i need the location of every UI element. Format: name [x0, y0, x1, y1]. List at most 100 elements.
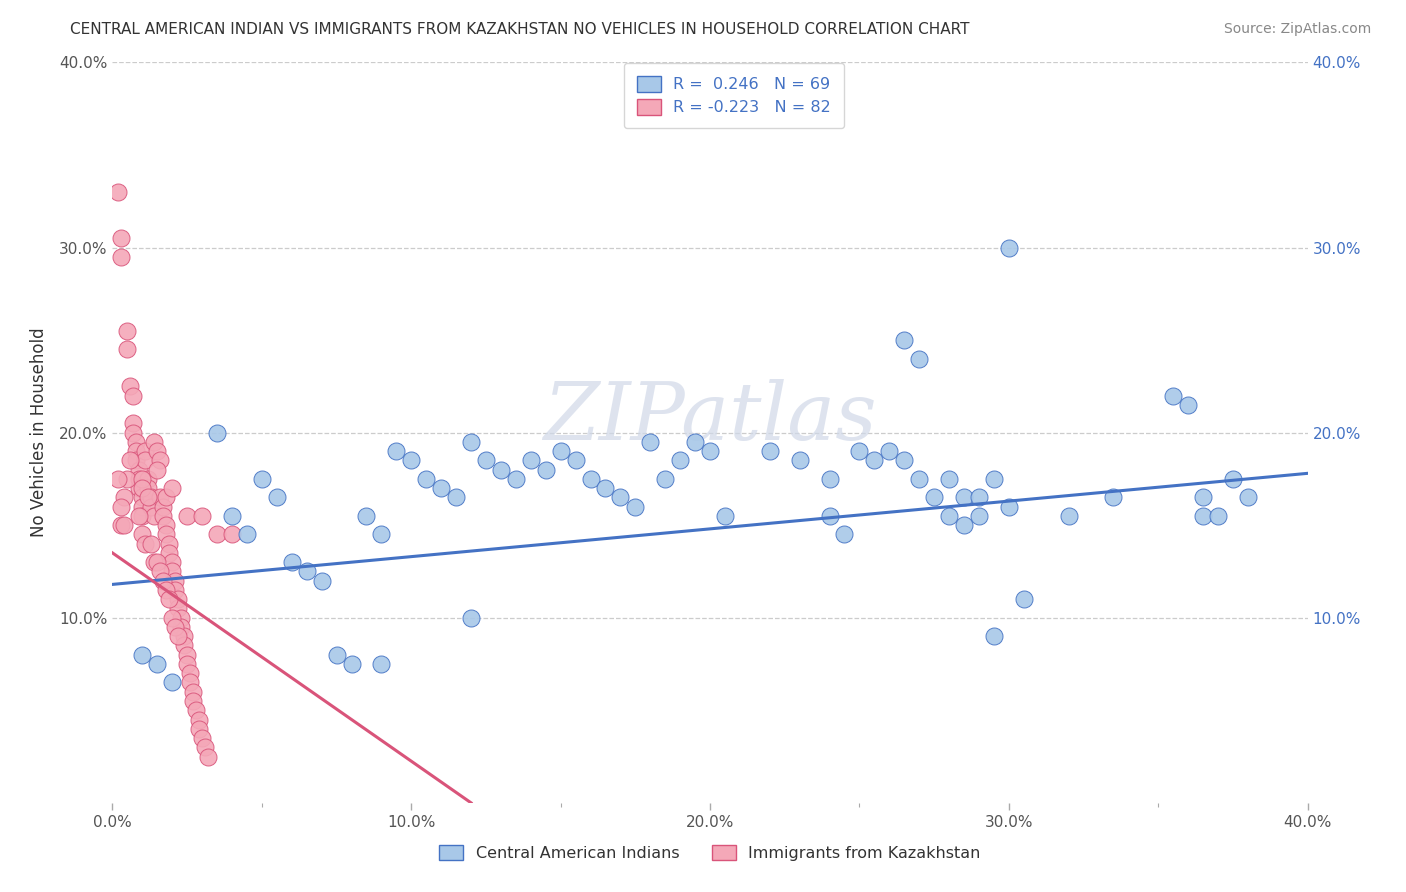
Point [863, 453, 886, 467]
Point [370, 527, 392, 541]
Point [953, 518, 976, 533]
Point [131, 491, 153, 505]
Point [146, 462, 169, 476]
Point [138, 481, 160, 495]
Point [165, 574, 187, 588]
Point [460, 610, 482, 624]
Point [834, 527, 856, 541]
Point [908, 351, 931, 366]
Point [114, 491, 135, 505]
Point [534, 462, 557, 476]
Point [609, 491, 631, 505]
Point [162, 675, 183, 690]
Point [893, 333, 915, 347]
Point [152, 574, 174, 588]
Point [221, 527, 243, 541]
Point [1192, 491, 1215, 505]
Point [654, 472, 676, 486]
Point [120, 453, 142, 467]
Point [165, 582, 187, 597]
Point [818, 508, 841, 523]
Point [983, 472, 1005, 486]
Point [1057, 508, 1080, 523]
Point [173, 629, 195, 643]
Point [922, 491, 945, 505]
Point [128, 481, 150, 495]
Point [155, 582, 177, 597]
Point [149, 453, 172, 467]
Point [1192, 508, 1215, 523]
Point [162, 610, 183, 624]
Point [1206, 508, 1229, 523]
Point [188, 713, 211, 727]
Text: CENTRAL AMERICAN INDIAN VS IMMIGRANTS FROM KAZAKHSTAN NO VEHICLES IN HOUSEHOLD C: CENTRAL AMERICAN INDIAN VS IMMIGRANTS FR… [70, 22, 970, 37]
Point [141, 536, 163, 550]
Point [117, 472, 139, 486]
Point [430, 481, 453, 495]
Point [107, 185, 129, 199]
Point [1237, 491, 1260, 505]
Point [143, 434, 166, 449]
Point [110, 518, 132, 533]
Point [122, 425, 145, 440]
Point [117, 324, 139, 338]
Point [146, 657, 169, 671]
Point [181, 685, 204, 699]
Point [157, 546, 180, 560]
Point [460, 434, 482, 449]
Point [146, 555, 169, 569]
Point [152, 500, 174, 514]
Point [134, 536, 156, 550]
Point [165, 620, 187, 634]
Point [141, 500, 163, 514]
Point [179, 675, 201, 690]
Point [131, 527, 153, 541]
Point [669, 453, 692, 467]
Point [149, 565, 172, 579]
Point [110, 231, 132, 245]
Point [938, 508, 960, 523]
Point [167, 629, 190, 643]
Point [181, 694, 204, 708]
Point [157, 592, 180, 607]
Point [138, 472, 160, 486]
Point [131, 508, 153, 523]
Point [186, 703, 208, 717]
Point [848, 444, 870, 458]
Point [125, 444, 148, 458]
Point [138, 491, 160, 505]
Point [340, 657, 363, 671]
Point [475, 453, 498, 467]
Point [155, 491, 177, 505]
Point [125, 434, 148, 449]
Point [640, 434, 662, 449]
Point [191, 731, 214, 745]
Point [595, 481, 617, 495]
Point [967, 491, 990, 505]
Point [128, 508, 150, 523]
Point [1177, 398, 1199, 412]
Point [520, 453, 543, 467]
Point [415, 472, 437, 486]
Point [170, 610, 193, 624]
Point [564, 453, 586, 467]
Point [818, 472, 841, 486]
Point [624, 500, 647, 514]
Point [120, 379, 142, 393]
Point [789, 453, 811, 467]
Point [370, 657, 392, 671]
Point [191, 508, 214, 523]
Point [295, 565, 318, 579]
Point [893, 453, 915, 467]
Point [998, 240, 1021, 255]
Point [1102, 491, 1125, 505]
Point [759, 444, 782, 458]
Point [117, 343, 139, 357]
Point [1222, 472, 1244, 486]
Point [141, 491, 163, 505]
Point [714, 508, 737, 523]
Point [179, 666, 201, 681]
Point [311, 574, 333, 588]
Point [131, 500, 153, 514]
Text: ZIPatlas: ZIPatlas [543, 379, 877, 457]
